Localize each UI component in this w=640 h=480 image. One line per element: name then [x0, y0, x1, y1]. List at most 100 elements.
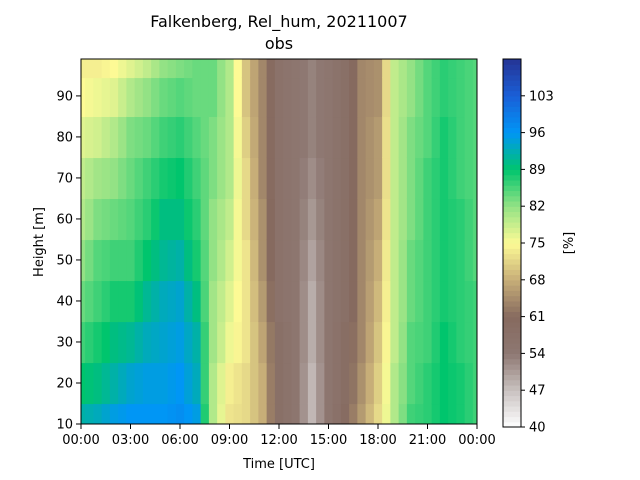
heatmap-cell — [209, 280, 218, 322]
colorbar-segment — [503, 301, 521, 307]
heatmap-cell — [390, 157, 399, 199]
colorbar-segment — [503, 411, 521, 417]
colorbar-segment — [503, 185, 521, 191]
colorbar-segment — [503, 385, 521, 391]
heatmap-cell — [300, 362, 309, 404]
heatmap-cell — [357, 77, 366, 117]
heatmap-cell — [159, 59, 168, 78]
heatmap-cell — [209, 59, 218, 78]
heatmap-cell — [366, 157, 375, 199]
heatmap-cell — [126, 198, 135, 240]
heatmap-cell — [250, 77, 259, 117]
colorbar-segment — [503, 101, 521, 107]
heatmap-cell — [151, 77, 160, 117]
heatmap-cell — [85, 59, 94, 78]
heatmap-cell — [399, 59, 408, 78]
heatmap-cell — [135, 157, 144, 199]
heatmap-cell — [93, 59, 102, 78]
heatmap-cell — [291, 59, 300, 78]
colorbar-segment — [503, 348, 521, 354]
heatmap-cell — [267, 157, 276, 199]
heatmap-cells — [81, 59, 478, 425]
heatmap-cell — [448, 362, 457, 404]
heatmap-cell — [135, 362, 144, 404]
heatmap-cell — [242, 116, 251, 158]
heatmap-cell — [267, 77, 276, 117]
heatmap-cell — [448, 198, 457, 240]
colorbar-segment — [503, 70, 521, 76]
heatmap-cell — [366, 321, 375, 363]
heatmap-cell — [415, 116, 424, 158]
heatmap-cell — [300, 59, 309, 78]
heatmap-cell — [465, 280, 474, 322]
colorbar-segment — [503, 164, 521, 170]
colorbar-segment — [503, 159, 521, 165]
heatmap-cell — [159, 403, 168, 424]
heatmap-cell — [110, 403, 119, 424]
heatmap-cell — [432, 321, 441, 363]
heatmap-cell — [250, 280, 259, 322]
heatmap-cell — [201, 116, 210, 158]
colorbar-segment — [503, 327, 521, 333]
colorbar-segment — [503, 332, 521, 338]
heatmap-cell — [217, 77, 226, 117]
heatmap-cell — [407, 403, 416, 424]
heatmap-cell — [275, 198, 284, 240]
heatmap-cell — [399, 116, 408, 158]
heatmap-cell — [366, 116, 375, 158]
heatmap-cell — [316, 239, 325, 281]
heatmap-cell — [81, 116, 86, 158]
heatmap-cell — [168, 157, 177, 199]
heatmap-cell — [300, 239, 309, 281]
heatmap-cell — [184, 362, 193, 404]
colorbar-segment — [503, 138, 521, 144]
y-axis-label: Height [m] — [32, 207, 47, 277]
heatmap-cell — [374, 362, 383, 404]
heatmap-cell — [357, 198, 366, 240]
heatmap-cell — [333, 116, 342, 158]
heatmap-cell — [151, 198, 160, 240]
heatmap-cell — [275, 321, 284, 363]
heatmap-cell — [333, 280, 342, 322]
heatmap-cell — [300, 77, 309, 117]
x-tick-label: 18:00 — [359, 433, 396, 448]
heatmap-cell — [341, 77, 350, 117]
heatmap-cell — [448, 77, 457, 117]
y-tick-label: 20 — [56, 376, 73, 391]
heatmap-cell — [465, 362, 474, 404]
heatmap-cell — [366, 362, 375, 404]
heatmap-cell — [184, 280, 193, 322]
heatmap-cell — [258, 280, 267, 322]
heatmap-cell — [258, 239, 267, 281]
heatmap-cell — [159, 198, 168, 240]
heatmap-cell — [399, 198, 408, 240]
heatmap-cell — [366, 77, 375, 117]
colorbar-segment — [503, 117, 521, 123]
heatmap-cell — [283, 198, 292, 240]
x-axis-label: Time [UTC] — [242, 457, 315, 472]
colorbar-segment — [503, 269, 521, 275]
heatmap-cell — [242, 157, 251, 199]
heatmap-cell — [440, 77, 449, 117]
colorbar-segment — [503, 64, 521, 70]
heatmap-cell — [390, 362, 399, 404]
heatmap-cell — [300, 403, 309, 424]
heatmap-cell — [275, 403, 284, 424]
heatmap-cell — [382, 362, 391, 404]
heatmap-cell — [390, 59, 399, 78]
heatmap-cell — [102, 321, 111, 363]
heatmap-cell — [440, 362, 449, 404]
heatmap-cell — [242, 59, 251, 78]
heatmap-cell — [456, 116, 465, 158]
heatmap-cell — [324, 239, 333, 281]
heatmap-cell — [374, 77, 383, 117]
heatmap-cell — [390, 198, 399, 240]
heatmap-cell — [81, 198, 86, 240]
heatmap-cell — [110, 198, 119, 240]
heatmap-cell — [316, 157, 325, 199]
heatmap-cell — [81, 403, 86, 424]
colorbar-segment — [503, 201, 521, 207]
heatmap-cell — [465, 77, 474, 117]
heatmap-cell — [126, 239, 135, 281]
heatmap-cell — [118, 116, 127, 158]
